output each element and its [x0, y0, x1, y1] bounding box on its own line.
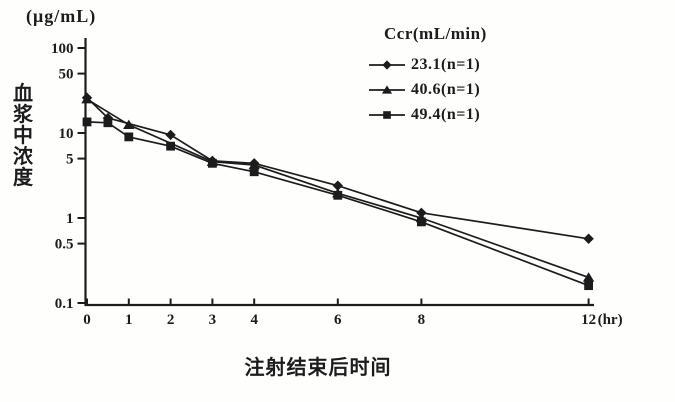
triangle-marker-icon: [368, 83, 406, 97]
y-tick-label: 100: [51, 41, 74, 57]
diamond-marker-icon: [382, 59, 392, 70]
y-axis-unit-label: (μg/mL): [26, 6, 97, 26]
y-tick-label: 0.1: [55, 296, 74, 312]
legend-label: 49.4(n=1): [411, 105, 481, 123]
y-axis-title: 血浆中浓度: [13, 83, 33, 189]
square-marker-icon: [249, 167, 259, 177]
diamond-marker-icon: [102, 112, 114, 124]
diamond-marker-icon: [165, 129, 176, 141]
x-tick-label: 3: [209, 312, 217, 328]
x-tick-label: 6: [334, 312, 342, 328]
square-marker-icon: [82, 117, 92, 127]
square-marker-icon: [417, 217, 426, 227]
diamond-marker-icon: [332, 180, 343, 191]
legend-item-ccr-23-1: 23.1(n=1): [368, 52, 487, 77]
diamond-marker-icon: [368, 58, 406, 72]
x-axis-title: 注射结束后时间: [244, 357, 392, 379]
diamond-marker-icon: [583, 233, 594, 244]
y-tick-label: 5: [66, 152, 74, 168]
triangle-marker-icon: [81, 93, 93, 104]
triangle-marker-icon: [248, 159, 260, 170]
square-marker-icon: [368, 108, 406, 122]
legend-item-ccr-40-6: 40.6(n=1): [368, 77, 487, 102]
series-line-square: [86, 121, 589, 287]
square-marker-icon: [103, 118, 113, 128]
x-tick-label: 2: [167, 312, 175, 328]
triangle-marker-icon: [381, 84, 393, 94]
x-axis-unit-label: (hr): [598, 312, 623, 328]
square-marker-icon: [383, 110, 391, 119]
series-line-diamond: [86, 97, 589, 240]
y-tick-label: 50: [59, 67, 74, 83]
triangle-marker-icon: [582, 272, 595, 282]
x-tick-label: 1: [125, 312, 133, 328]
x-tick-label: 0: [83, 312, 91, 328]
legend-label: 23.1(n=1): [411, 55, 481, 73]
y-tick-label: 0.5: [55, 237, 74, 253]
x-tick-label: 8: [418, 312, 426, 328]
square-marker-icon: [584, 281, 593, 291]
legend-item-ccr-49-4: 49.4(n=1): [368, 102, 487, 127]
y-tick-label: 10: [59, 126, 74, 142]
triangle-marker-icon: [123, 119, 135, 129]
legend-title: Ccr(mL/min): [384, 24, 487, 43]
square-marker-icon: [124, 132, 134, 142]
square-marker-icon: [333, 190, 343, 200]
square-marker-icon: [208, 158, 217, 168]
x-tick-label: 12: [581, 312, 596, 328]
x-tick-label: 4: [250, 312, 258, 328]
legend: Ccr(mL/min) 23.1(n=1) 40.6(n=1) 49.4(n=1…: [368, 24, 487, 127]
square-marker-icon: [166, 141, 175, 151]
legend-label: 40.6(n=1): [411, 80, 481, 98]
y-tick-label: 1: [66, 211, 74, 227]
